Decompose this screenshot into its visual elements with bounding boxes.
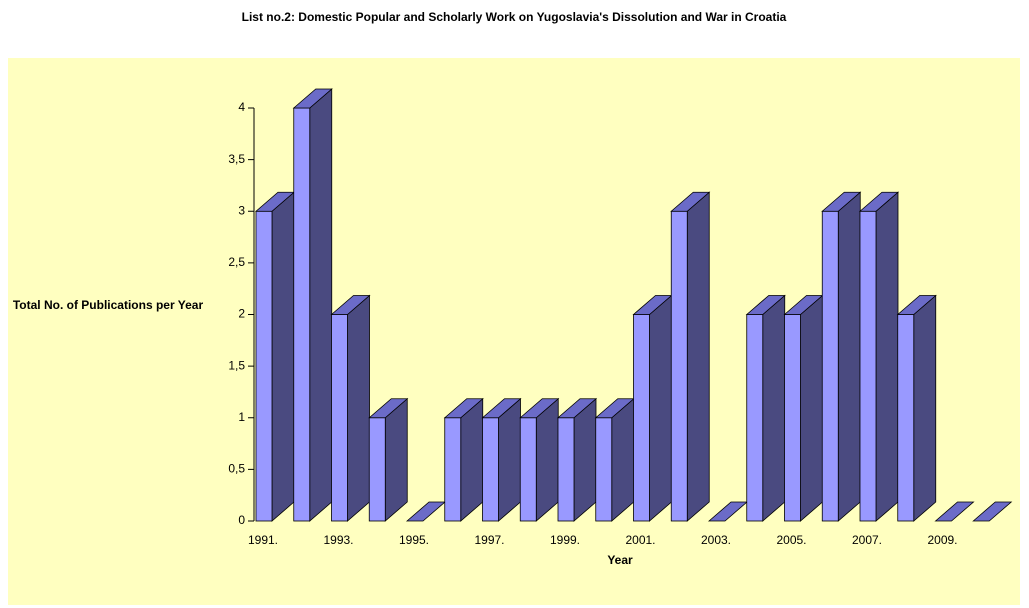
bar-top bbox=[443, 398, 484, 419]
bar-side bbox=[913, 294, 937, 522]
x-tick-label: 2003. bbox=[701, 533, 731, 547]
bar-side bbox=[686, 191, 710, 522]
bar-side bbox=[498, 397, 521, 522]
bar bbox=[557, 417, 575, 522]
y-tick-label: 1,5 bbox=[228, 358, 245, 372]
bar bbox=[331, 314, 348, 522]
x-tick-label: 1995. bbox=[399, 533, 429, 547]
bar-side bbox=[649, 294, 672, 522]
chart-title: List no.2: Domestic Popular and Scholarl… bbox=[242, 10, 787, 24]
x-tick-label: 1997. bbox=[474, 533, 504, 547]
y-tick-label: 4 bbox=[238, 100, 245, 114]
bar bbox=[368, 417, 386, 522]
x-tick-label: 2007. bbox=[852, 533, 882, 547]
bar bbox=[482, 417, 499, 522]
bar bbox=[670, 210, 688, 522]
bar bbox=[859, 210, 877, 522]
bar-top bbox=[292, 88, 333, 109]
bar-top bbox=[896, 295, 937, 315]
bar bbox=[821, 210, 839, 522]
bar-side bbox=[573, 397, 597, 522]
bar bbox=[519, 417, 537, 522]
x-tick-label: 1991. bbox=[248, 533, 278, 547]
bar-top bbox=[821, 191, 862, 212]
bar bbox=[255, 210, 273, 522]
bar bbox=[784, 314, 801, 522]
y-tick-label: 2 bbox=[238, 307, 245, 321]
bar-side bbox=[271, 191, 295, 522]
bar-side bbox=[875, 191, 899, 522]
bar-side bbox=[309, 88, 333, 522]
bar bbox=[897, 314, 915, 522]
y-tick-label: 3 bbox=[238, 203, 245, 217]
y-tick-label: 1 bbox=[238, 410, 245, 424]
bar bbox=[595, 417, 613, 522]
x-tick-label: 2001. bbox=[625, 533, 655, 547]
x-tick-label: 2009. bbox=[927, 533, 957, 547]
bar-side bbox=[800, 294, 823, 522]
bar-top bbox=[519, 398, 560, 419]
bar-side bbox=[611, 397, 635, 522]
bar-top bbox=[972, 501, 1013, 522]
bar-side bbox=[837, 191, 861, 522]
x-tick-label: 1999. bbox=[550, 533, 580, 547]
bar-top bbox=[481, 398, 522, 419]
bar-top bbox=[368, 398, 409, 419]
bar-side bbox=[384, 397, 408, 522]
x-tick-label: 1993. bbox=[323, 533, 353, 547]
bar-top bbox=[858, 191, 900, 212]
bar-side bbox=[762, 294, 786, 522]
x-axis-label: Year bbox=[607, 553, 633, 567]
bar bbox=[633, 314, 650, 522]
y-tick-label: 0,5 bbox=[228, 462, 245, 476]
bar-top bbox=[330, 295, 371, 315]
bar-top bbox=[556, 398, 598, 419]
bar-top bbox=[934, 501, 975, 522]
bar-top bbox=[745, 295, 786, 315]
bar-side bbox=[347, 294, 370, 522]
bar bbox=[746, 314, 764, 522]
bar-top bbox=[670, 191, 711, 212]
bar bbox=[293, 107, 311, 522]
y-tick-label: 3,5 bbox=[228, 152, 245, 166]
y-axis-label: Total No. of Publications per Year bbox=[12, 298, 204, 312]
y-tick-label: 2,5 bbox=[228, 255, 245, 269]
bar bbox=[444, 417, 462, 522]
x-tick-label: 2005. bbox=[776, 533, 806, 547]
bar-side bbox=[460, 397, 484, 522]
y-tick-label: 0 bbox=[238, 513, 245, 527]
bar-side bbox=[535, 397, 559, 522]
